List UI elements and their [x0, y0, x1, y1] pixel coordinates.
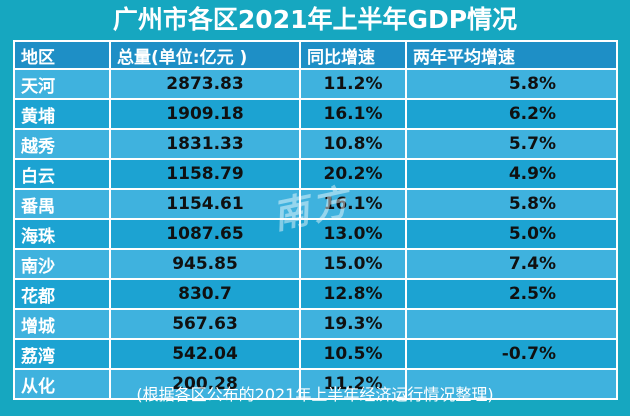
cell-avg: 5.8% [405, 188, 618, 220]
cell-district: 荔湾 [13, 338, 111, 370]
cell-yoy: 11.2% [299, 68, 407, 100]
cell-total: 2873.83 [109, 68, 301, 100]
cell-total: 830.7 [109, 278, 301, 310]
cell-district: 增城 [13, 308, 111, 340]
cell-yoy: 19.3% [299, 308, 407, 340]
cell-avg [405, 308, 618, 340]
cell-avg: 5.0% [405, 218, 618, 250]
cell-yoy: 13.0% [299, 218, 407, 250]
cell-total: 945.85 [109, 248, 301, 280]
cell-district: 花都 [13, 278, 111, 310]
cell-avg: 7.4% [405, 248, 618, 280]
header-total: 总量(单位:亿元 ) [109, 40, 301, 70]
cell-total: 1909.18 [109, 98, 301, 130]
cell-total: 200.28 [109, 368, 301, 400]
cell-district: 白云 [13, 158, 111, 190]
cell-yoy: 15.0% [299, 248, 407, 280]
cell-district: 黄埔 [13, 98, 111, 130]
cell-avg: 5.7% [405, 128, 618, 160]
cell-total: 567.63 [109, 308, 301, 340]
cell-district: 番禺 [13, 188, 111, 220]
cell-avg [405, 368, 618, 400]
cell-district: 天河 [13, 68, 111, 100]
table-row: 天河 2873.83 11.2% 5.8% [13, 68, 618, 100]
table-row: 黄埔 1909.18 16.1% 6.2% [13, 98, 618, 130]
table-row: 花都 830.7 12.8% 2.5% [13, 278, 618, 310]
cell-yoy: 11.2% [299, 368, 407, 400]
cell-district: 海珠 [13, 218, 111, 250]
cell-avg: 6.2% [405, 98, 618, 130]
cell-yoy: 10.5% [299, 338, 407, 370]
cell-yoy: 16.1% [299, 188, 407, 220]
cell-yoy: 10.8% [299, 128, 407, 160]
source-note: (根据各区公布的2021年上半年经济运行情况整理) [136, 385, 494, 404]
cell-total: 1831.33 [109, 128, 301, 160]
cell-total: 1158.79 [109, 158, 301, 190]
header-avg: 两年平均增速 [405, 40, 618, 70]
table-row: 荔湾 542.04 10.5% -0.7% [13, 338, 618, 370]
table-row: 白云 1158.79 20.2% 4.9% [13, 158, 618, 190]
cell-total: 1154.61 [109, 188, 301, 220]
cell-yoy: 12.8% [299, 278, 407, 310]
header-district: 地区 [13, 40, 111, 70]
table-row: 番禺 1154.61 16.1% 5.8% [13, 188, 618, 220]
cell-total: 1087.65 [109, 218, 301, 250]
cell-avg: 5.8% [405, 68, 618, 100]
cell-district: 从化 [13, 368, 111, 400]
table-row: 越秀 1831.33 10.8% 5.7% [13, 128, 618, 160]
cell-avg: -0.7% [405, 338, 618, 370]
header-row: 地区 总量(单位:亿元 ) 同比增速 两年平均增速 [13, 40, 618, 70]
table-row: 从化 200.28 11.2% [13, 368, 618, 400]
table-row: 海珠 1087.65 13.0% 5.0% [13, 218, 618, 250]
cell-avg: 4.9% [405, 158, 618, 190]
cell-district: 南沙 [13, 248, 111, 280]
cell-avg: 2.5% [405, 278, 618, 310]
cell-total: 542.04 [109, 338, 301, 370]
cell-yoy: 20.2% [299, 158, 407, 190]
gdp-table: 地区 总量(单位:亿元 ) 同比增速 两年平均增速 天河 2873.83 11.… [13, 40, 618, 400]
table-title: 广州市各区2021年上半年GDP情况 [112, 5, 518, 34]
cell-yoy: 16.1% [299, 98, 407, 130]
table-row: 南沙 945.85 15.0% 7.4% [13, 248, 618, 280]
header-yoy: 同比增速 [299, 40, 407, 70]
cell-district: 越秀 [13, 128, 111, 160]
table-row: 增城 567.63 19.3% [13, 308, 618, 340]
